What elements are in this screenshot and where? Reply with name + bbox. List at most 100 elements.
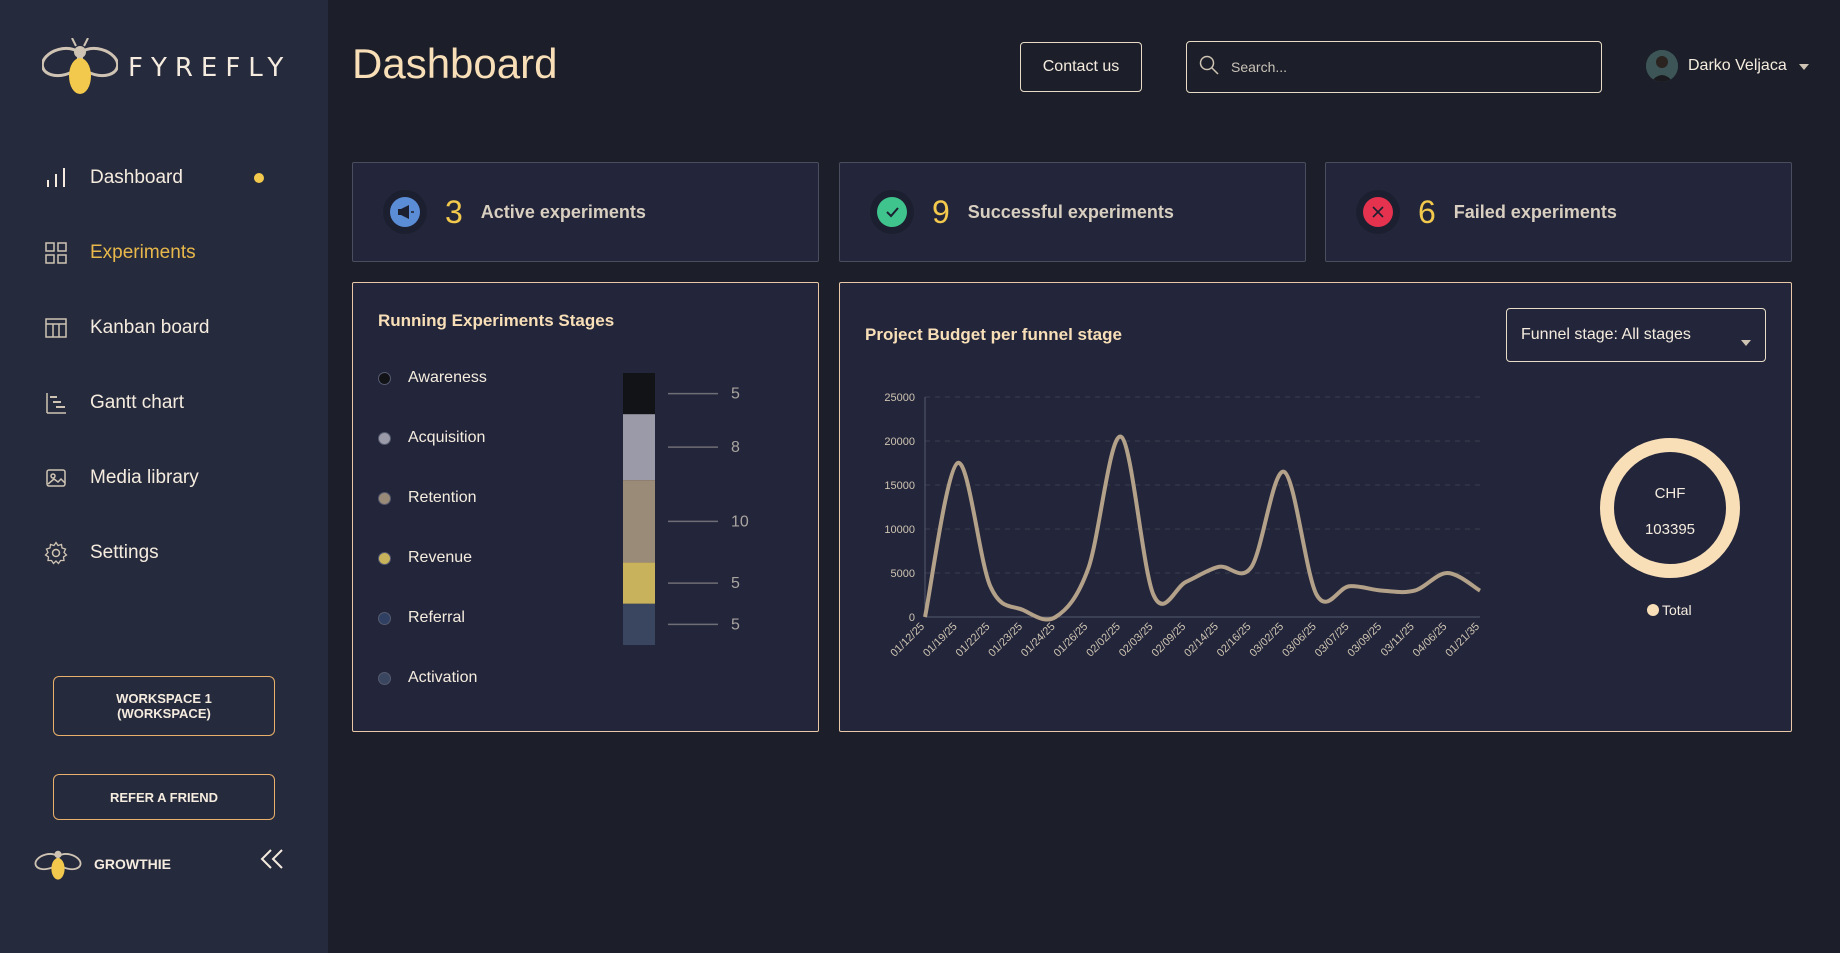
select-value: Funnel stage: All stages <box>1521 326 1691 343</box>
legend-label: Acquisition <box>408 429 486 446</box>
x-tick-label: 03/02/25 <box>1247 621 1286 660</box>
y-tick-label: 5000 <box>891 568 915 580</box>
legend-dot <box>378 491 391 505</box>
user-menu[interactable]: Darko Veljaca <box>1646 50 1809 82</box>
avatar <box>1646 50 1678 82</box>
y-tick-label: 20000 <box>884 436 915 448</box>
running-stages-panel: Running Experiments Stages Awareness Acq… <box>352 282 819 732</box>
stat-card-failed[interactable]: 6 Failed experiments <box>1325 162 1792 262</box>
workspace-footer: GROWTHIE <box>34 846 284 882</box>
stat-label: Failed experiments <box>1453 201 1617 222</box>
sidebar-item-label: Experiments <box>90 241 196 263</box>
image-icon <box>44 466 68 490</box>
series-line <box>923 434 1482 622</box>
stat-card-successful[interactable]: 9 Successful experiments <box>839 162 1306 262</box>
x-tick-label: 04/06/25 <box>1411 621 1450 660</box>
stage-bar-segment <box>623 414 655 481</box>
page-title: Dashboard <box>352 40 558 87</box>
x-tick-label: 03/09/25 <box>1345 621 1384 660</box>
x-tick-label: 02/16/25 <box>1215 621 1254 660</box>
legend-item[interactable]: Revenue <box>378 528 472 588</box>
bar-value-label: 5 <box>731 386 740 403</box>
search-box <box>1186 41 1602 93</box>
stage-bar-segment <box>623 480 655 563</box>
bar-value-label: 5 <box>731 575 740 592</box>
legend-item[interactable]: Awareness <box>378 348 487 408</box>
stat-icon-wrap <box>383 190 427 234</box>
donut-slice <box>1600 438 1740 578</box>
sidebar-item-label: Gantt chart <box>90 391 184 413</box>
budget-donut-chart: CHF 103395 Total <box>1600 438 1740 618</box>
stage-bar-segment <box>623 562 655 604</box>
legend-item[interactable]: Referral <box>378 588 465 648</box>
stage-stacked-bar: 5 8 10 5 5 <box>623 373 749 645</box>
firefly-logo-icon <box>42 38 118 94</box>
y-tick-label: 10000 <box>884 524 915 536</box>
legend-label: Awareness <box>408 369 487 386</box>
sidebar-item-media-library[interactable]: Media library <box>44 440 284 515</box>
stat-icon-wrap <box>870 190 914 234</box>
sidebar-item-label: Media library <box>90 466 199 488</box>
check-icon <box>877 197 907 227</box>
x-tick-label: 01/26/25 <box>1052 621 1091 660</box>
sidebar-item-dashboard[interactable]: Dashboard <box>44 140 284 215</box>
user-name: Darko Veljaca <box>1688 57 1787 74</box>
panel-title: Running Experiments Stages <box>378 311 615 330</box>
stat-value: 9 <box>932 193 950 230</box>
legend-item[interactable]: Activation <box>378 648 477 708</box>
legend-dot <box>378 671 391 685</box>
x-tick-label: 02/14/25 <box>1182 621 1221 660</box>
sidebar-item-label: Settings <box>90 541 159 563</box>
stat-value: 3 <box>445 193 463 230</box>
grid-icon <box>44 241 68 265</box>
collapse-sidebar-icon[interactable] <box>260 848 284 875</box>
search-input[interactable] <box>1231 59 1571 75</box>
bar-value-label: 5 <box>731 616 740 633</box>
gantt-icon <box>44 391 68 415</box>
sidebar-item-settings[interactable]: Settings <box>44 515 284 590</box>
x-tick-label: 01/21/35 <box>1443 621 1482 660</box>
stage-bar-segment <box>623 603 655 645</box>
x-tick-label: 01/22/25 <box>954 621 993 660</box>
stat-card-active[interactable]: 3 Active experiments <box>352 162 819 262</box>
legend-item[interactable]: Retention <box>378 468 477 528</box>
close-icon <box>1363 197 1393 227</box>
brand-logo[interactable]: FYREFLY <box>42 38 291 98</box>
x-tick-label: 01/19/25 <box>921 621 960 660</box>
bar-value-label: 8 <box>731 439 740 456</box>
panel-title: Project Budget per funnel stage <box>865 325 1122 344</box>
sidebar-item-label: Kanban board <box>90 316 210 338</box>
bar-chart-icon <box>44 166 68 190</box>
y-tick-label: 25000 <box>884 392 915 404</box>
refer-friend-button[interactable]: REFER A FRIEND <box>53 774 275 820</box>
sidebar-item-gantt-chart[interactable]: Gantt chart <box>44 365 284 440</box>
legend-item[interactable]: Acquisition <box>378 408 485 468</box>
funnel-stage-select[interactable]: Funnel stage: All stages <box>1506 308 1766 362</box>
x-tick-label: 01/12/25 <box>888 621 927 660</box>
legend-dot <box>378 431 391 445</box>
contact-us-button[interactable]: Contact us <box>1020 42 1142 92</box>
stat-value: 6 <box>1418 193 1436 230</box>
legend-dot <box>378 611 391 625</box>
x-tick-label: 01/23/25 <box>986 621 1025 660</box>
chevron-down-icon <box>1741 333 1751 351</box>
active-indicator <box>254 172 264 183</box>
sidebar-nav: Dashboard Experiments Kanban board Gantt… <box>44 140 284 590</box>
legend-label: Referral <box>408 609 465 626</box>
sidebar-item-kanban-board[interactable]: Kanban board <box>44 290 284 365</box>
legend-label: Retention <box>408 489 477 506</box>
workspace-switcher-button[interactable]: WORKSPACE 1 (WORKSPACE) <box>53 676 275 736</box>
legend-label: Total <box>1662 602 1692 618</box>
budget-line-chart: 25000 20000 15000 10000 5000 001/12/2501/19/2… <box>884 392 1482 660</box>
x-tick-label: 03/11/25 <box>1379 621 1417 659</box>
legend-label: Revenue <box>408 549 473 566</box>
legend-dot <box>1647 604 1659 616</box>
stat-label: Successful experiments <box>967 201 1174 222</box>
donut-total-label: 103395 <box>1645 521 1695 538</box>
sidebar-item-experiments[interactable]: Experiments <box>44 215 284 290</box>
firefly-small-icon <box>34 850 82 880</box>
search-icon <box>1199 55 1219 80</box>
stat-icon-wrap <box>1356 190 1400 234</box>
sidebar: FYREFLY Dashboard Experiments Kanban boa… <box>0 0 328 953</box>
megaphone-icon <box>390 197 420 227</box>
